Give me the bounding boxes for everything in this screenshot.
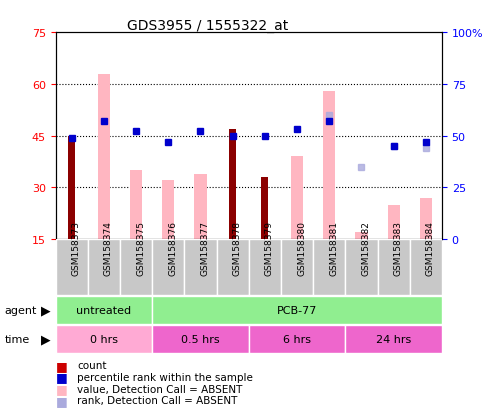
Text: ▶: ▶ [41, 332, 51, 346]
Text: ■: ■ [56, 394, 67, 407]
Text: GSM158382: GSM158382 [361, 221, 370, 275]
Bar [261, 178, 269, 240]
Bar [249, 325, 345, 353]
Bar [152, 296, 442, 324]
Bar [229, 129, 236, 240]
Text: GSM158384: GSM158384 [426, 221, 435, 275]
Bar [88, 240, 120, 295]
Bar [194, 174, 207, 240]
Text: 0 hrs: 0 hrs [90, 334, 118, 344]
Bar [152, 240, 185, 295]
Text: percentile rank within the sample: percentile rank within the sample [77, 372, 253, 382]
Bar [313, 240, 345, 295]
Text: GSM158375: GSM158375 [136, 221, 145, 275]
Text: ▶: ▶ [41, 304, 51, 317]
Bar [56, 325, 152, 353]
Text: PCB-77: PCB-77 [277, 305, 317, 315]
Text: ■: ■ [56, 359, 67, 372]
Bar [345, 325, 442, 353]
Text: 24 hrs: 24 hrs [376, 334, 411, 344]
Text: ■: ■ [56, 382, 67, 395]
Bar [216, 240, 249, 295]
Text: GSM158374: GSM158374 [104, 221, 113, 275]
Text: GDS3955 / 1555322_at: GDS3955 / 1555322_at [127, 19, 288, 33]
Text: GSM158377: GSM158377 [200, 221, 210, 275]
Text: GSM158379: GSM158379 [265, 221, 274, 275]
Text: ■: ■ [56, 370, 67, 384]
Bar [378, 240, 410, 295]
Text: count: count [77, 361, 107, 370]
Bar [291, 157, 303, 240]
Text: value, Detection Call = ABSENT: value, Detection Call = ABSENT [77, 384, 242, 394]
Text: GSM158373: GSM158373 [71, 221, 81, 275]
Bar [420, 198, 432, 240]
Text: 0.5 hrs: 0.5 hrs [181, 334, 220, 344]
Text: untreated: untreated [76, 305, 131, 315]
Text: time: time [5, 334, 30, 344]
Text: rank, Detection Call = ABSENT: rank, Detection Call = ABSENT [77, 395, 238, 405]
Bar [345, 240, 378, 295]
Bar [68, 136, 75, 240]
Text: GSM158383: GSM158383 [394, 221, 403, 275]
Bar [130, 171, 142, 240]
Text: GSM158381: GSM158381 [329, 221, 338, 275]
Bar [281, 240, 313, 295]
Bar [120, 240, 152, 295]
Bar [323, 92, 335, 240]
Bar [56, 296, 152, 324]
Bar [162, 181, 174, 240]
Bar [249, 240, 281, 295]
Text: GSM158376: GSM158376 [168, 221, 177, 275]
Bar [185, 240, 216, 295]
Bar [410, 240, 442, 295]
Bar [98, 74, 110, 240]
Bar [387, 205, 400, 240]
Bar [355, 233, 368, 240]
Text: agent: agent [5, 305, 37, 315]
Bar [56, 240, 88, 295]
Bar [152, 325, 249, 353]
Text: 6 hrs: 6 hrs [283, 334, 311, 344]
Text: GSM158378: GSM158378 [233, 221, 242, 275]
Text: GSM158380: GSM158380 [297, 221, 306, 275]
